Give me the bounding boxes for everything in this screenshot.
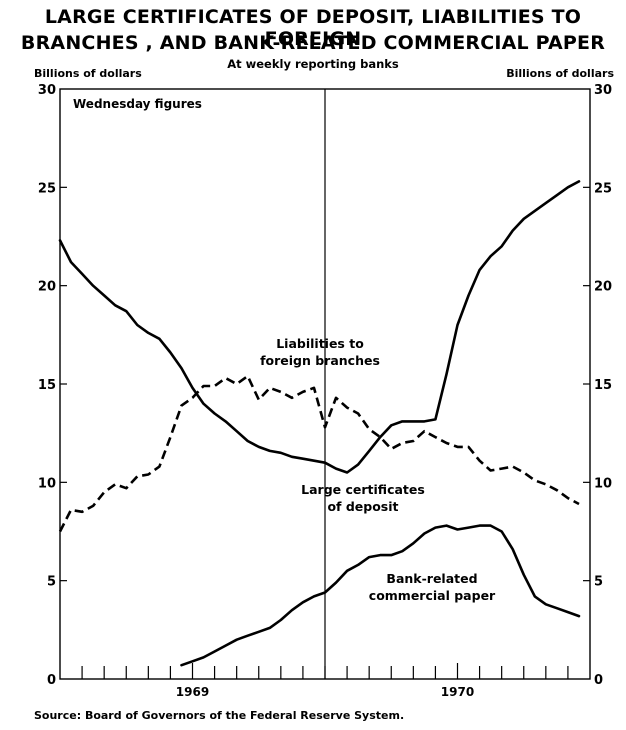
wednesday-figures-note: Wednesday figures: [73, 97, 202, 111]
chart-subtitle: At weekly reporting banks: [227, 57, 399, 71]
y-tick-label-left: 20: [38, 280, 56, 295]
commercial-paper-series-label: Bank-related: [386, 571, 477, 586]
y-tick-label-left: 25: [38, 181, 56, 196]
y-tick-label-right: 10: [594, 476, 612, 491]
y-tick-label-right: 20: [594, 280, 612, 295]
commercial-paper-series-label: commercial paper: [369, 588, 496, 603]
y-tick-label-left: 0: [47, 673, 56, 688]
x-year-label: 1970: [441, 685, 474, 699]
foreign-branches-series-label: Liabilities to: [276, 336, 364, 351]
cd-series-label: Large certificates: [301, 482, 425, 497]
commercial-paper-series-line: [180, 524, 581, 667]
y-tick-label-right: 5: [594, 575, 603, 590]
y-tick-label-right: 30: [594, 83, 612, 98]
foreign-branches-series-label: foreign branches: [260, 353, 380, 368]
y-tick-label-right: 0: [594, 673, 603, 688]
left-axis-unit-label: Billions of dollars: [34, 67, 142, 80]
y-tick-label-left: 30: [38, 83, 56, 98]
chart-title-line1: LARGE CERTIFICATES OF DEPOSIT, LIABILITI…: [44, 6, 582, 50]
y-tick-label-left: 10: [38, 476, 56, 491]
source-note: Source: Board of Governors of the Federa…: [34, 709, 405, 722]
chart-title-line2: BRANCHES , AND BANK-RELATED COMMERCIAL P…: [20, 32, 606, 54]
foreign-branches-series-line: [58, 374, 580, 533]
y-tick-label-left: 5: [47, 575, 56, 590]
y-tick-label-right: 25: [594, 181, 612, 196]
cd-series-label: of deposit: [327, 499, 398, 514]
y-tick-label-right: 15: [594, 378, 612, 393]
y-tick-label-left: 15: [38, 378, 56, 393]
right-axis-unit-label: Billions of dollars: [506, 67, 614, 80]
cd-series-line: [58, 180, 581, 474]
x-year-label: 1969: [176, 685, 209, 699]
